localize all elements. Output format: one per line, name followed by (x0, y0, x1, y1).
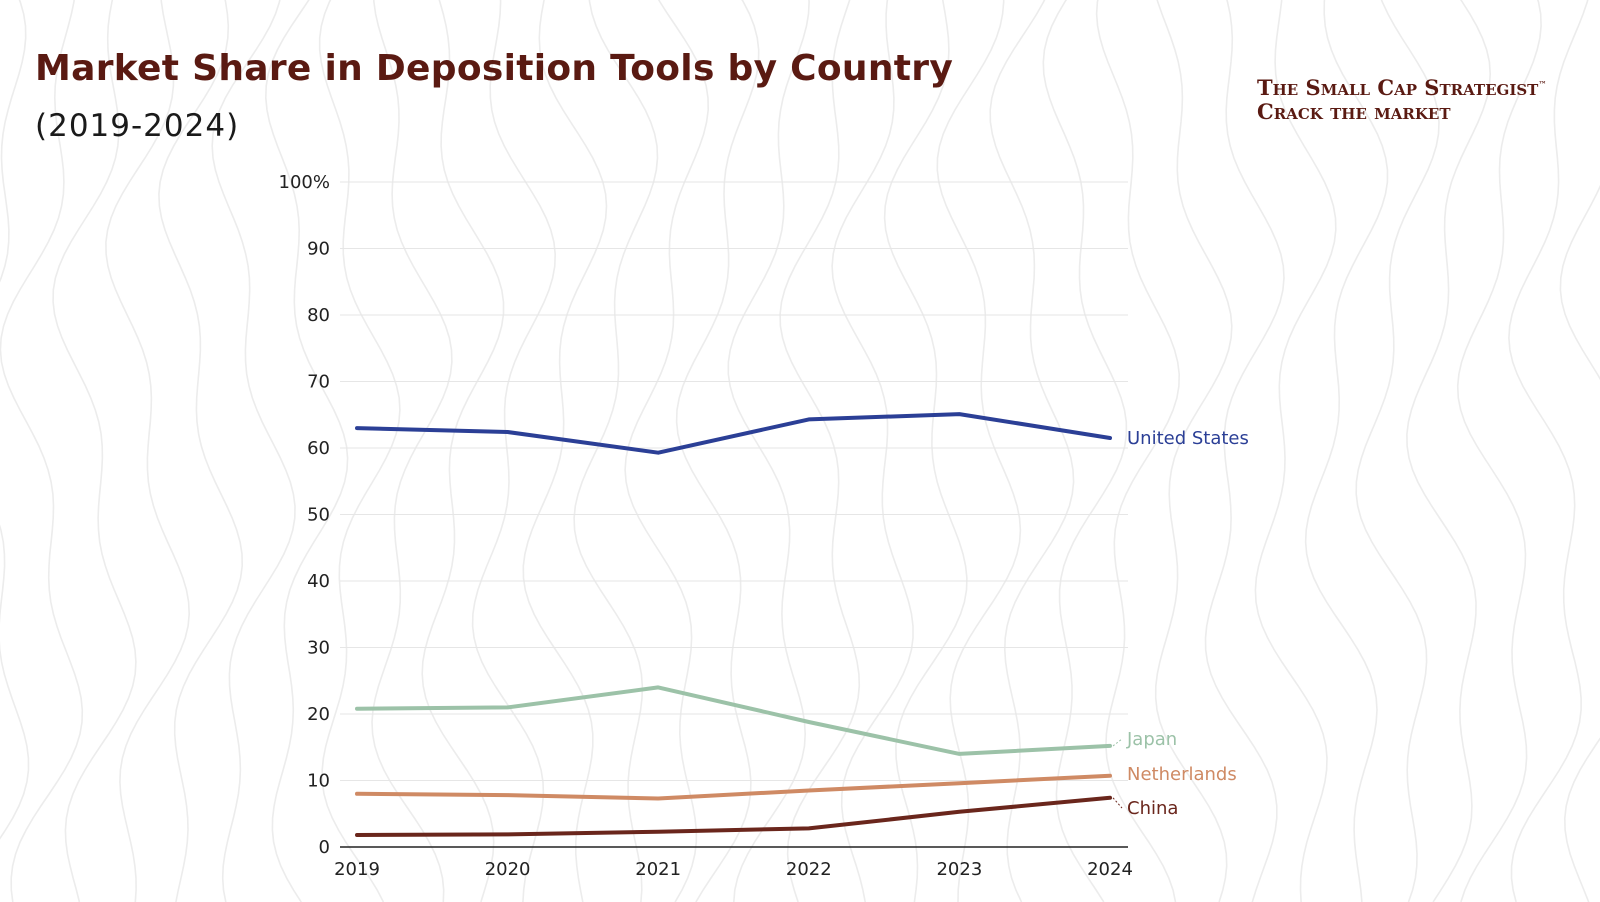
contour-line (1559, 184, 1600, 902)
series-label: Japan (1126, 729, 1177, 750)
y-tick-label: 0 (319, 837, 330, 858)
label-leader-line (1112, 797, 1123, 809)
y-tick-label: 50 (307, 505, 330, 526)
series-label: United States (1127, 428, 1249, 449)
y-tick-label: 100% (279, 172, 330, 193)
y-tick-label: 40 (307, 571, 330, 592)
contour-line (1406, 0, 1492, 902)
brand-name: The Small Cap Strategist (1257, 75, 1539, 100)
contour-line (727, 0, 810, 902)
contour-line (105, 0, 191, 902)
chart-title: Market Share in Deposition Tools by Coun… (35, 48, 954, 89)
y-tick-label: 70 (307, 372, 330, 393)
series-line (355, 795, 1112, 837)
contour-line (1456, 0, 1542, 902)
series-line (355, 412, 1112, 455)
x-tick-label: 2024 (1087, 859, 1133, 880)
x-tick-label: 2020 (485, 859, 531, 880)
contour-line (0, 0, 30, 840)
y-tick-label: 10 (307, 771, 330, 792)
y-tick-label: 20 (307, 704, 330, 725)
contour-line (0, 0, 84, 902)
contour-line (831, 0, 914, 902)
contour-line (471, 0, 557, 902)
contour-line (318, 0, 401, 902)
contour-line (371, 0, 453, 902)
series-label: China (1127, 798, 1178, 819)
contour-line (264, 0, 349, 902)
x-tick-label: 2023 (936, 859, 982, 880)
y-tick-label: 30 (307, 638, 330, 659)
brand-tagline: Crack the market (1257, 99, 1451, 124)
trademark-mark: ™ (1538, 79, 1547, 89)
series-line (355, 773, 1112, 801)
series-label: Netherlands (1127, 764, 1237, 785)
brand-name-line: The Small Cap Strategist™ (1257, 72, 1546, 100)
x-tick-label: 2019 (334, 859, 380, 880)
contour-line (1095, 0, 1181, 902)
contour-line (211, 0, 296, 902)
y-tick-label: 90 (307, 239, 330, 260)
contour-line (1304, 0, 1389, 902)
label-leader-line (1112, 738, 1123, 747)
contour-line (1154, 0, 1233, 902)
contour-line (52, 0, 137, 902)
x-tick-label: 2022 (786, 859, 832, 880)
contour-line (1254, 0, 1337, 902)
x-tick-label: 2021 (635, 859, 681, 880)
y-tick-label: 60 (307, 438, 330, 459)
contour-line (1508, 0, 1589, 902)
contour-line (779, 0, 861, 902)
contour-line (624, 0, 710, 902)
series-line (355, 685, 1112, 756)
contour-line (936, 0, 1022, 902)
brand-logo: The Small Cap Strategist™ Crack the mark… (1257, 72, 1546, 124)
contour-line (522, 0, 608, 902)
contour-line (421, 0, 505, 902)
contour-line (1204, 0, 1285, 902)
y-tick-label: 80 (307, 305, 330, 326)
contour-line (158, 0, 244, 902)
contour-line (883, 0, 968, 902)
chart-subtitle: (2019-2024) (35, 108, 240, 144)
contour-line (1355, 0, 1440, 902)
